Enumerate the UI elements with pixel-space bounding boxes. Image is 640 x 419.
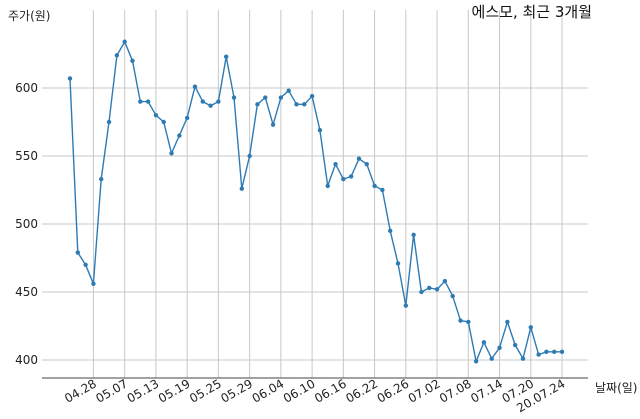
data-point bbox=[380, 187, 385, 193]
data-point bbox=[208, 103, 213, 108]
y-tick-label: 450 bbox=[15, 285, 38, 299]
data-point bbox=[403, 303, 409, 308]
data-point bbox=[512, 342, 518, 348]
data-point bbox=[192, 84, 198, 89]
data-point bbox=[489, 356, 494, 361]
data-point bbox=[372, 183, 377, 189]
x-tick-label: 05.07 bbox=[93, 376, 130, 405]
data-point bbox=[114, 53, 120, 58]
data-point bbox=[419, 289, 424, 295]
data-point bbox=[364, 161, 369, 167]
data-point bbox=[99, 176, 104, 182]
data-point bbox=[473, 359, 479, 364]
data-point bbox=[255, 102, 260, 107]
data-point bbox=[177, 133, 182, 138]
data-point bbox=[239, 186, 245, 191]
data-point bbox=[286, 88, 291, 93]
data-point bbox=[200, 99, 205, 104]
data-point bbox=[161, 119, 166, 125]
data-point bbox=[294, 102, 299, 107]
data-point bbox=[552, 349, 557, 355]
data-point bbox=[411, 232, 416, 238]
y-axis-title: 주가(원) bbox=[8, 9, 50, 23]
x-tick-label: 07.02 bbox=[406, 376, 443, 405]
x-tick-label: 07.14 bbox=[468, 376, 505, 405]
x-tick-label: 05.25 bbox=[187, 376, 224, 405]
data-point bbox=[317, 127, 323, 133]
data-point bbox=[559, 349, 565, 355]
x-tick-label: 07.08 bbox=[437, 376, 474, 405]
data-point bbox=[263, 95, 268, 100]
x-tick-label: 06.16 bbox=[312, 376, 349, 405]
data-point bbox=[427, 285, 432, 291]
x-axis-title: 날짜(일) bbox=[595, 381, 637, 395]
data-point bbox=[528, 325, 533, 330]
data-point bbox=[67, 76, 73, 81]
data-point bbox=[145, 99, 151, 104]
data-point bbox=[481, 340, 487, 345]
data-point bbox=[278, 95, 284, 100]
x-axis-ticks: 04.2805.0705.1305.1905.2505.2906.0406.10… bbox=[62, 376, 567, 415]
data-point bbox=[536, 352, 541, 357]
data-point bbox=[270, 122, 276, 127]
data-point bbox=[91, 281, 96, 287]
data-point bbox=[106, 119, 112, 125]
data-point bbox=[450, 293, 455, 299]
x-tick-label: 06.22 bbox=[343, 376, 380, 405]
chart-title: 에스모, 최근 3개월 bbox=[472, 3, 592, 21]
data-point bbox=[348, 174, 354, 179]
x-tick-label: 05.13 bbox=[125, 376, 162, 405]
data-point bbox=[309, 93, 315, 99]
data-point bbox=[333, 161, 338, 167]
data-point bbox=[75, 250, 81, 255]
x-tick-label: 05.19 bbox=[156, 376, 193, 405]
y-axis-ticks: 400 450 500 550 600 bbox=[15, 81, 38, 367]
data-point bbox=[302, 102, 307, 107]
data-point bbox=[520, 356, 526, 361]
data-point bbox=[434, 287, 440, 292]
grid bbox=[42, 10, 588, 378]
data-point bbox=[458, 318, 463, 323]
x-tick-label: 06.10 bbox=[281, 376, 318, 405]
data-point bbox=[325, 183, 330, 189]
y-tick-label: 600 bbox=[15, 81, 38, 95]
y-tick-label: 550 bbox=[15, 149, 38, 163]
x-tick-label: 06.04 bbox=[250, 376, 287, 405]
data-point bbox=[388, 228, 393, 233]
y-tick-label: 500 bbox=[15, 217, 38, 231]
data-point bbox=[395, 261, 401, 266]
data-point bbox=[153, 113, 159, 118]
data-point bbox=[169, 151, 174, 156]
data-point bbox=[231, 95, 237, 100]
data-point bbox=[356, 156, 362, 161]
data-point bbox=[216, 99, 221, 104]
data-point bbox=[122, 39, 127, 44]
series bbox=[67, 39, 565, 364]
x-tick-label: 05.29 bbox=[218, 376, 255, 405]
data-point bbox=[442, 278, 448, 284]
y-tick-label: 400 bbox=[15, 353, 38, 367]
data-point bbox=[247, 153, 252, 159]
data-point bbox=[505, 319, 510, 325]
data-point bbox=[466, 319, 471, 325]
data-point bbox=[544, 349, 549, 355]
data-point bbox=[341, 176, 346, 182]
data-point bbox=[184, 115, 190, 121]
series-line bbox=[69, 41, 562, 363]
data-point bbox=[83, 262, 88, 267]
x-tick-label: 04.28 bbox=[62, 376, 99, 405]
x-tick-label: 06.26 bbox=[375, 376, 412, 405]
data-point bbox=[497, 345, 502, 350]
data-point bbox=[138, 99, 143, 104]
data-point bbox=[224, 54, 229, 59]
data-point bbox=[130, 58, 135, 63]
